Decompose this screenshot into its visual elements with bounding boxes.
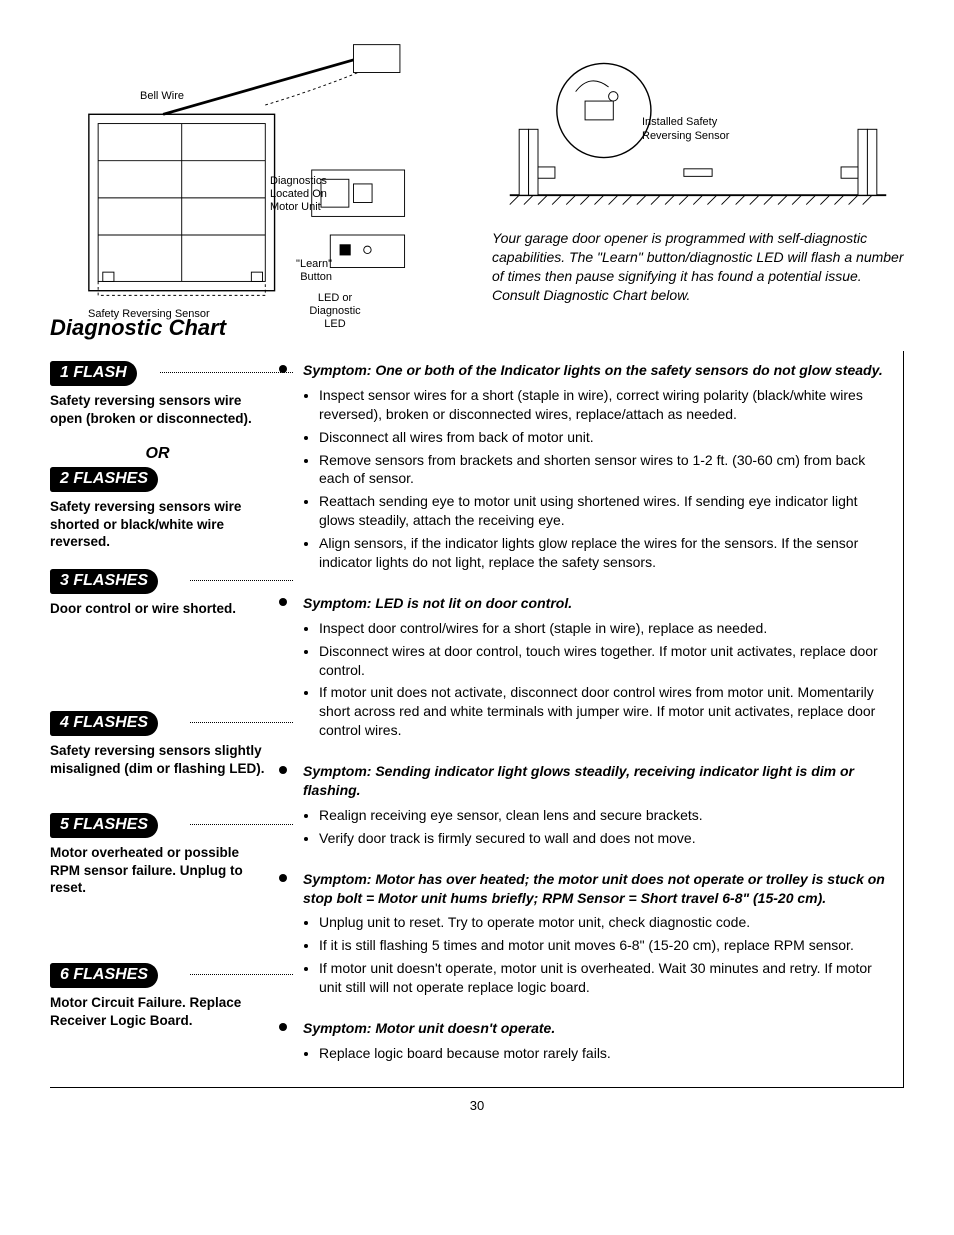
or-separator: OR bbox=[50, 445, 265, 463]
flash-6-block: 6 FLASHES Motor Circuit Failure. Replace… bbox=[50, 963, 265, 1029]
symptom-1-list: Inspect sensor wires for a short (staple… bbox=[303, 386, 893, 572]
list-item: Verify door track is firmly secured to w… bbox=[319, 829, 893, 848]
flash-3-header: 3 FLASHES bbox=[50, 569, 158, 594]
list-item: If motor unit doesn't operate, motor uni… bbox=[319, 959, 893, 997]
intro-text: Your garage door opener is programmed wi… bbox=[492, 229, 904, 305]
flash-codes-column: 1 FLASH Safety reversing sensors wire op… bbox=[50, 361, 275, 1067]
list-item: Align sensors, if the indicator lights g… bbox=[319, 534, 893, 572]
list-item: Disconnect wires at door control, touch … bbox=[319, 642, 893, 680]
right-intro-column: Installed Safety Reversing Sensor Your g… bbox=[492, 40, 904, 305]
list-item: Inspect door control/wires for a short (… bbox=[319, 619, 893, 638]
flash-5-desc: Motor overheated or possible RPM sensor … bbox=[50, 844, 265, 897]
connector-line bbox=[190, 974, 293, 975]
flash-6-header: 6 FLASHES bbox=[50, 963, 158, 988]
page-number: 30 bbox=[50, 1098, 904, 1113]
top-diagrams-row: Bell Wire Safety Reversing Sensor Diagno… bbox=[50, 40, 904, 305]
flash-4-desc: Safety reversing sensors slightly misali… bbox=[50, 742, 265, 777]
symptom-1-title: Symptom: One or both of the Indicator li… bbox=[303, 361, 893, 380]
flash-3-desc: Door control or wire shorted. bbox=[50, 600, 265, 618]
flash-2-block: 2 FLASHES Safety reversing sensors wire … bbox=[50, 467, 265, 551]
flash-1-header: 1 FLASH bbox=[50, 361, 137, 386]
symptom-1-title-text: Symptom: One or both of the Indicator li… bbox=[303, 362, 883, 378]
symptom-6-title: Symptom: Motor unit doesn't operate. bbox=[303, 1019, 893, 1038]
flash-4-block: 4 FLASHES Safety reversing sensors sligh… bbox=[50, 711, 265, 777]
symptom-5-title-text: Symptom: Motor has over heated; the moto… bbox=[303, 871, 885, 906]
list-item: Realign receiving eye sensor, clean lens… bbox=[319, 806, 893, 825]
symptom-3-list: Inspect door control/wires for a short (… bbox=[303, 619, 893, 740]
flash-1-desc: Safety reversing sensors wire open (brok… bbox=[50, 392, 265, 427]
connector-line bbox=[190, 722, 293, 723]
symptom-6-title-text: Symptom: Motor unit doesn't operate. bbox=[303, 1020, 555, 1036]
list-item: Remove sensors from brackets and shorten… bbox=[319, 451, 893, 489]
bullet-icon bbox=[279, 1023, 287, 1031]
bullet-icon bbox=[279, 874, 287, 882]
flash-5-block: 5 FLASHES Motor overheated or possible R… bbox=[50, 813, 265, 897]
installed-sensor-label: Installed Safety Reversing Sensor bbox=[642, 116, 732, 142]
left-diagram: Bell Wire Safety Reversing Sensor Diagno… bbox=[50, 40, 462, 305]
list-item: If it is still flashing 5 times and moto… bbox=[319, 936, 893, 955]
bullet-icon bbox=[279, 598, 287, 606]
right-diagram: Installed Safety Reversing Sensor bbox=[492, 54, 904, 219]
symptom-5-list: Unplug unit to reset. Try to operate mot… bbox=[303, 913, 893, 997]
symptom-3-title: Symptom: LED is not lit on door control. bbox=[303, 594, 893, 613]
symptom-6: Symptom: Motor unit doesn't operate. Rep… bbox=[303, 1019, 893, 1063]
list-item: If motor unit does not activate, disconn… bbox=[319, 683, 893, 740]
flash-2-desc: Safety reversing sensors wire shorted or… bbox=[50, 498, 265, 551]
flash-4-header: 4 FLASHES bbox=[50, 711, 158, 736]
symptom-4-list: Realign receiving eye sensor, clean lens… bbox=[303, 806, 893, 848]
symptom-4-title: Symptom: Sending indicator light glows s… bbox=[303, 762, 893, 800]
list-item: Reattach sending eye to motor unit using… bbox=[319, 492, 893, 530]
flash-1-block: 1 FLASH Safety reversing sensors wire op… bbox=[50, 361, 265, 427]
diagnostic-chart: 1 FLASH Safety reversing sensors wire op… bbox=[50, 351, 904, 1088]
symptom-5: Symptom: Motor has over heated; the moto… bbox=[303, 870, 893, 997]
symptom-6-list: Replace logic board because motor rarely… bbox=[303, 1044, 893, 1063]
symptom-1: Symptom: One or both of the Indicator li… bbox=[303, 361, 893, 572]
flash-3-block: 3 FLASHES Door control or wire shorted. bbox=[50, 569, 265, 618]
flash-5-header: 5 FLASHES bbox=[50, 813, 158, 838]
symptom-3: Symptom: LED is not lit on door control.… bbox=[303, 594, 893, 740]
learn-button-label: "Learn" Button bbox=[282, 258, 332, 284]
list-item: Replace logic board because motor rarely… bbox=[319, 1044, 893, 1063]
symptom-4-title-text: Symptom: Sending indicator light glows s… bbox=[303, 763, 854, 798]
list-item: Inspect sensor wires for a short (staple… bbox=[319, 386, 893, 424]
diagnostics-label: Diagnostics Located On Motor Unit bbox=[270, 175, 340, 215]
garage-door-diagram bbox=[50, 40, 462, 300]
flash-6-desc: Motor Circuit Failure. Replace Receiver … bbox=[50, 994, 265, 1029]
list-item: Unplug unit to reset. Try to operate mot… bbox=[319, 913, 893, 932]
safety-sensor-label: Safety Reversing Sensor bbox=[88, 308, 210, 321]
connector-line bbox=[190, 580, 293, 581]
led-label: LED or Diagnostic LED bbox=[300, 292, 370, 332]
connector-line bbox=[160, 372, 293, 373]
bullet-icon bbox=[279, 365, 287, 373]
bullet-icon bbox=[279, 766, 287, 774]
symptoms-column: Symptom: One or both of the Indicator li… bbox=[275, 361, 893, 1067]
symptom-5-title: Symptom: Motor has over heated; the moto… bbox=[303, 870, 893, 908]
bell-wire-label: Bell Wire bbox=[140, 90, 184, 103]
symptom-3-title-text: Symptom: LED is not lit on door control. bbox=[303, 595, 572, 611]
flash-2-header: 2 FLASHES bbox=[50, 467, 158, 492]
list-item: Disconnect all wires from back of motor … bbox=[319, 428, 893, 447]
connector-line bbox=[190, 824, 293, 825]
symptom-4: Symptom: Sending indicator light glows s… bbox=[303, 762, 893, 848]
